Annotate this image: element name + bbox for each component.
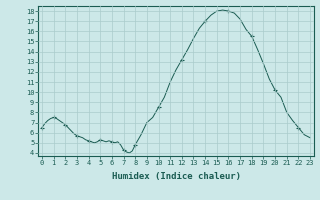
X-axis label: Humidex (Indice chaleur): Humidex (Indice chaleur) (111, 172, 241, 181)
